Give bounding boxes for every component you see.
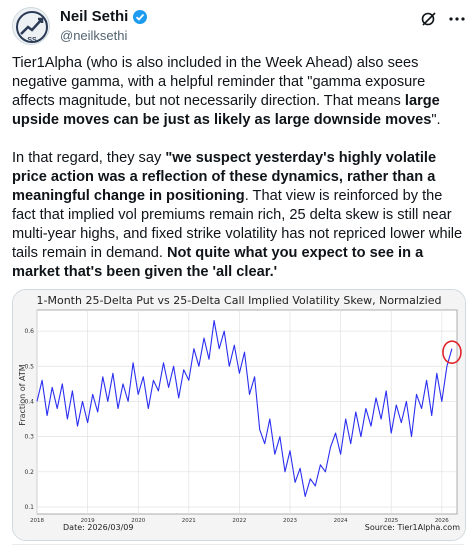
p1-bold: large upside moves can be just as likely… — [12, 93, 440, 128]
plot-frame — [36, 309, 458, 515]
y-tick-label: 0.3 — [24, 434, 34, 441]
x-tick-label: 2023 — [283, 518, 297, 524]
grok-icon[interactable] — [420, 10, 438, 33]
tweet-paragraph-1: Tier1Alpha (who is also included in the … — [12, 54, 464, 130]
tweet-body: Tier1Alpha (who is also included in the … — [12, 54, 464, 282]
x-tick-label: 2019 — [81, 518, 95, 524]
highlight-circle — [442, 340, 462, 365]
skew-chart: 1-Month 25-Delta Put vs 25-Delta Call Im… — [13, 290, 465, 540]
chart-title: 1-Month 25-Delta Put vs 25-Delta Call Im… — [37, 294, 442, 307]
tweet-header: SS Neil Sethi @neilksethi — [12, 6, 466, 46]
y-tick-label: 0.4 — [24, 398, 34, 405]
y-tick-label: 0.6 — [24, 328, 34, 335]
y-tick-label: 0.5 — [24, 363, 34, 370]
p2-bold1: "we suspect yesterday's highly volatile … — [12, 150, 437, 204]
tweet-divider — [12, 544, 464, 549]
more-options-icon[interactable] — [448, 10, 466, 33]
p2-bold2: Not quite what you expect to see in a ma… — [12, 245, 424, 280]
p1-end: ". — [431, 112, 441, 128]
tweet-media-chart[interactable]: 1-Month 25-Delta Put vs 25-Delta Call Im… — [12, 289, 466, 541]
chart-source: Source: Tier1Alpha.com — [365, 523, 460, 532]
chart-date: Date: 2026/03/09 — [63, 523, 133, 532]
series-line — [36, 320, 453, 497]
x-tick-label: 2020 — [131, 518, 145, 524]
avatar-letters: SS — [27, 37, 37, 44]
chart-plot-area: 0.1 0.2 0.3 0.4 0.5 0.6 2018 2019 2020 2021 2022 20… — [24, 309, 462, 524]
avatar[interactable]: SS — [12, 7, 50, 45]
y-tick-label: 0.2 — [24, 469, 34, 476]
chart-ylabel: Fraction of ATM — [18, 364, 27, 425]
x-tick-label: 2018 — [30, 518, 44, 524]
p2-text2: . That view is reinforced by the fact th… — [12, 188, 463, 261]
author-name[interactable]: Neil Sethi — [60, 8, 129, 25]
p1-text: Tier1Alpha (who is also included in the … — [12, 55, 426, 109]
x-tick-label: 2024 — [334, 518, 348, 524]
verified-badge-icon — [133, 9, 148, 24]
x-tick-label: 2025 — [384, 518, 398, 524]
avatar-logo-icon: SS — [16, 11, 48, 44]
p2-text1: In that regard, they say — [12, 150, 166, 166]
x-tick-label: 2022 — [232, 518, 246, 524]
tweet-paragraph-2: In that regard, they say "we suspect yes… — [12, 149, 464, 282]
x-tick-label: 2026 — [435, 518, 449, 524]
author-handle[interactable]: @neilksethi — [60, 28, 128, 43]
x-tick-label: 2021 — [182, 518, 196, 524]
y-tick-label: 0.1 — [24, 504, 34, 511]
